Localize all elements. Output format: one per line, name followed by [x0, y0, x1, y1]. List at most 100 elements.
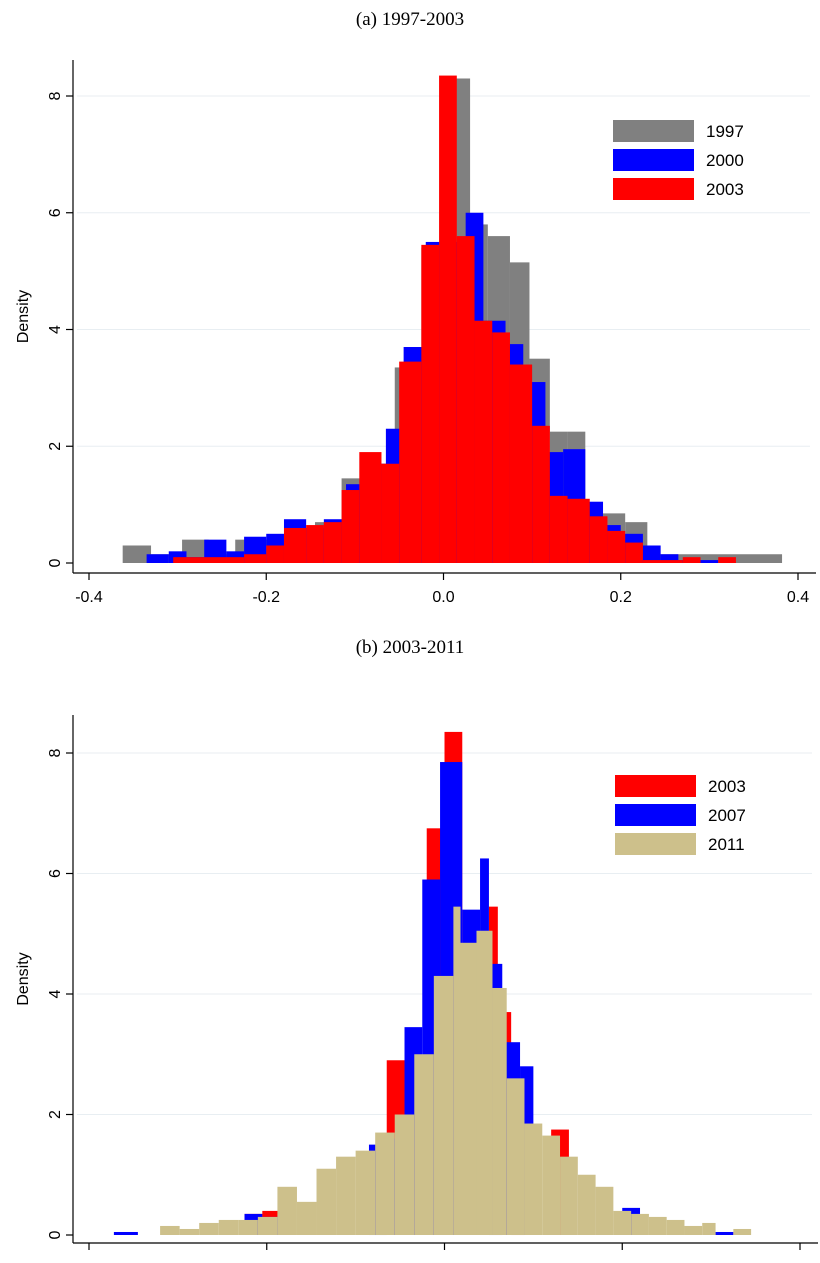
bar-2011 — [296, 1201, 317, 1235]
bar-2003 — [549, 495, 568, 563]
legend-swatch-2000 — [613, 149, 694, 171]
bar-2011 — [648, 1216, 667, 1235]
bar-2011 — [577, 1174, 596, 1235]
histogram-panel-b: 02468-0.4-0.20.00.20.4Density20032007201… — [15, 715, 818, 1250]
histogram-panel-a: 0 2 4 6 8 -0.4 -0.2 0.0 0.2 0.4 Density 1997 2000 200… — [15, 60, 816, 605]
y-tick-label: 4 — [47, 325, 64, 334]
bar-2011 — [702, 1222, 716, 1235]
bar-2003 — [399, 361, 422, 563]
bar-2011 — [433, 975, 454, 1235]
bar-2003 — [532, 425, 550, 563]
bar-2003 — [456, 236, 475, 563]
bar-2011 — [506, 1078, 525, 1235]
legend-label: 2003 — [708, 777, 746, 796]
bar-2003 — [642, 560, 683, 563]
bar-2011 — [453, 906, 461, 1235]
y-tick-label: 6 — [47, 869, 64, 878]
legend-swatch-2011 — [615, 833, 696, 855]
x-tick-label: -0.4 — [75, 589, 103, 605]
bar-2011 — [277, 1186, 297, 1235]
bar-2003 — [381, 463, 400, 563]
bar-2011 — [595, 1186, 614, 1235]
bar-2011 — [733, 1228, 752, 1235]
y-tick-label: 8 — [47, 748, 64, 757]
bar-2003 — [474, 320, 493, 563]
bar-2003 — [421, 244, 440, 564]
legend-label: 2000 — [706, 151, 744, 170]
bar-2011 — [492, 987, 507, 1235]
bar-2003 — [589, 516, 608, 563]
y-tick-label: 2 — [47, 1110, 64, 1119]
legend-label: 2007 — [708, 806, 746, 825]
bar-2011 — [394, 1114, 415, 1235]
legend: 1997 2000 2003 — [613, 120, 744, 200]
bar-2011 — [355, 1150, 376, 1235]
bar-2011 — [316, 1168, 337, 1235]
bar-1997 — [647, 554, 783, 563]
bar-2011 — [160, 1225, 180, 1235]
y-tick-label: 8 — [47, 91, 64, 100]
x-tick-label: 0.0 — [432, 589, 454, 605]
legend-label: 2011 — [708, 835, 745, 854]
x-tick-label: 0.2 — [610, 589, 632, 605]
bar-2011 — [476, 930, 493, 1235]
y-tick-label: 2 — [47, 442, 64, 451]
panel-a-title: (a) 1997-2003 — [355, 9, 465, 30]
bar-2003 — [509, 364, 533, 563]
bar-2011 — [257, 1216, 278, 1235]
legend-label: 1997 — [706, 122, 744, 141]
bar-2011 — [684, 1225, 703, 1235]
bar-2011 — [336, 1156, 356, 1235]
x-tick-label: -0.2 — [252, 589, 280, 605]
bar-2003 — [607, 530, 626, 563]
y-axis-label: Density — [15, 290, 32, 343]
bar-2011 — [524, 1123, 543, 1235]
bar-2003 — [244, 554, 267, 563]
bar-2003 — [492, 332, 510, 563]
bar-2003 — [283, 527, 307, 563]
bar-2011 — [218, 1219, 239, 1235]
bar-2011 — [613, 1210, 632, 1235]
bar-2003 — [266, 545, 284, 563]
y-axis-label: Density — [15, 952, 32, 1005]
bar-2003 — [173, 557, 245, 563]
bar-2011 — [666, 1219, 685, 1235]
series-2003 — [173, 75, 736, 564]
x-tick-label: 0.4 — [787, 589, 809, 605]
panel-b-title: (b) 2003-2011 — [355, 637, 465, 658]
series-2011 — [160, 906, 752, 1235]
y-tick-label: 6 — [47, 208, 64, 217]
bar-2003 — [567, 498, 590, 563]
bar-2007 — [715, 1231, 734, 1235]
bar-2011 — [631, 1213, 649, 1235]
y-tick-label: 4 — [47, 989, 64, 998]
y-tick-label: 0 — [47, 1230, 64, 1239]
legend: 2003 2007 2011 — [615, 775, 746, 855]
bar-2011 — [199, 1222, 219, 1235]
bar-2003 — [323, 522, 342, 563]
legend-label: 2003 — [706, 180, 744, 199]
legend-swatch-1997 — [613, 120, 694, 142]
bar-2000 — [146, 554, 169, 563]
bar-2000 — [642, 545, 661, 563]
bar-2003 — [682, 557, 701, 563]
bar-2011 — [460, 942, 477, 1235]
bar-2003 — [439, 75, 457, 563]
bar-2003 — [341, 490, 360, 563]
bar-2003 — [306, 525, 324, 563]
bar-2011 — [238, 1219, 258, 1235]
bar-2011 — [560, 1156, 578, 1235]
bar-2011 — [542, 1135, 561, 1235]
bar-1997 — [122, 545, 152, 563]
legend-swatch-2003 — [613, 178, 694, 200]
bar-2003 — [625, 542, 643, 563]
bar-2011 — [179, 1228, 200, 1235]
bar-2011 — [414, 1054, 434, 1235]
bar-2007 — [113, 1231, 138, 1235]
bar-2000 — [660, 554, 679, 563]
y-tick-label: 0 — [47, 558, 64, 567]
legend-swatch-2003 — [615, 775, 696, 797]
legend-swatch-2007 — [615, 804, 696, 826]
bar-2011 — [375, 1132, 395, 1235]
bar-2003 — [359, 452, 382, 563]
